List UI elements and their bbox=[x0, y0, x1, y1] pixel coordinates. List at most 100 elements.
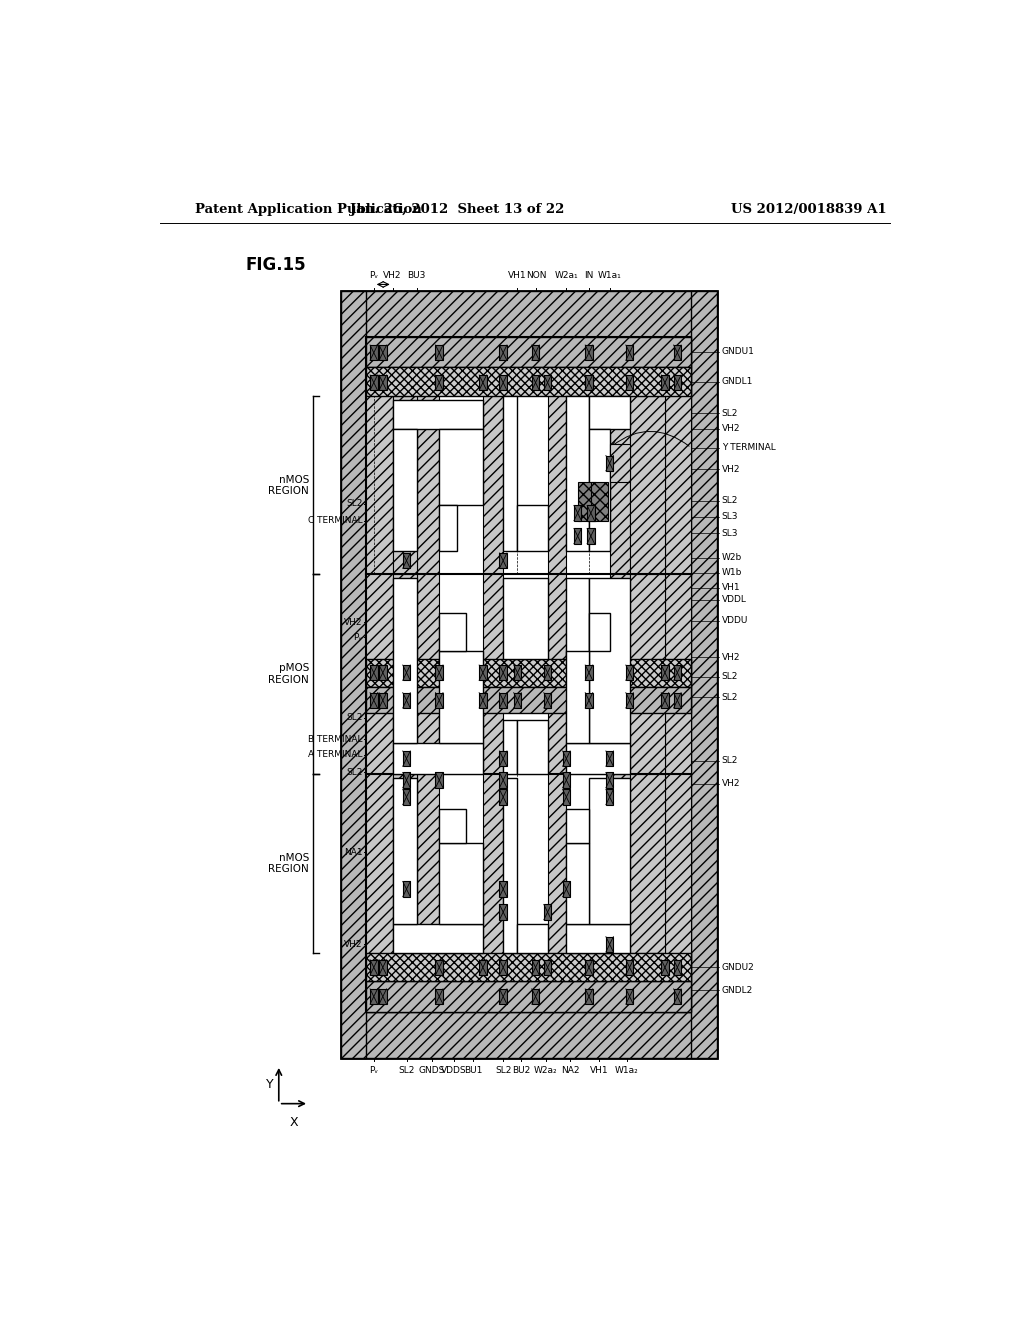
Text: Y TERMINAL: Y TERMINAL bbox=[722, 444, 775, 453]
Bar bbox=[585, 375, 593, 391]
Text: W1a₂: W1a₂ bbox=[614, 1067, 638, 1074]
Bar bbox=[573, 528, 582, 544]
Bar bbox=[341, 290, 717, 337]
Bar bbox=[435, 960, 443, 975]
Text: NA2: NA2 bbox=[561, 1067, 580, 1074]
Text: VDDL: VDDL bbox=[722, 595, 746, 605]
Bar bbox=[341, 1012, 717, 1057]
Bar bbox=[662, 960, 669, 975]
Bar bbox=[585, 665, 593, 680]
Bar bbox=[587, 528, 595, 544]
Text: GNDL2: GNDL2 bbox=[722, 986, 753, 995]
Bar bbox=[578, 482, 596, 521]
Bar bbox=[626, 345, 633, 360]
Bar bbox=[402, 553, 411, 569]
Text: GNDU1: GNDU1 bbox=[722, 347, 755, 356]
Bar bbox=[544, 665, 551, 680]
Bar bbox=[517, 924, 548, 953]
Bar bbox=[531, 375, 540, 391]
Text: W2b: W2b bbox=[722, 553, 741, 562]
Text: SL2: SL2 bbox=[398, 1067, 415, 1074]
Bar bbox=[626, 960, 633, 975]
Text: VH2: VH2 bbox=[722, 424, 740, 433]
Bar bbox=[630, 774, 665, 953]
Text: Pᵥ: Pᵥ bbox=[506, 635, 515, 644]
Bar bbox=[392, 924, 483, 953]
Text: SL2: SL2 bbox=[346, 714, 362, 722]
Bar bbox=[606, 751, 613, 767]
Bar bbox=[674, 989, 681, 1005]
Bar bbox=[566, 809, 589, 843]
Text: Jan. 26, 2012  Sheet 13 of 22: Jan. 26, 2012 Sheet 13 of 22 bbox=[350, 203, 564, 215]
Text: Pᵥ: Pᵥ bbox=[506, 430, 515, 440]
Bar bbox=[630, 574, 665, 774]
Bar bbox=[500, 960, 507, 975]
Text: Pᵥ: Pᵥ bbox=[370, 272, 378, 280]
Bar bbox=[367, 337, 691, 367]
Bar bbox=[566, 396, 589, 552]
Bar bbox=[606, 455, 613, 471]
Bar bbox=[479, 665, 486, 680]
Bar bbox=[562, 882, 570, 896]
Bar bbox=[674, 665, 681, 680]
Bar bbox=[514, 693, 521, 708]
Bar bbox=[606, 772, 613, 788]
Bar bbox=[370, 665, 378, 680]
Bar bbox=[435, 375, 443, 391]
Bar bbox=[665, 337, 691, 1012]
Text: VDDU: VDDU bbox=[722, 616, 748, 624]
Bar bbox=[392, 743, 483, 774]
Bar bbox=[500, 789, 507, 805]
Bar bbox=[439, 651, 483, 743]
Bar bbox=[589, 429, 609, 552]
Bar bbox=[402, 693, 411, 708]
Bar bbox=[392, 396, 417, 574]
Bar bbox=[626, 375, 633, 391]
Bar bbox=[566, 924, 630, 953]
Text: GNDS: GNDS bbox=[419, 1067, 445, 1074]
Bar bbox=[479, 693, 486, 708]
Bar bbox=[531, 960, 540, 975]
Text: SL2: SL2 bbox=[722, 496, 738, 506]
Bar bbox=[500, 665, 507, 680]
Bar bbox=[392, 578, 417, 743]
Bar bbox=[626, 989, 633, 1005]
Bar bbox=[500, 989, 507, 1005]
Bar bbox=[591, 482, 608, 521]
Bar bbox=[562, 772, 570, 788]
Text: NA1: NA1 bbox=[344, 847, 362, 857]
Bar bbox=[589, 612, 609, 651]
Bar bbox=[626, 665, 633, 680]
Bar bbox=[503, 777, 517, 953]
Bar bbox=[500, 882, 507, 896]
Bar bbox=[674, 693, 681, 708]
Bar bbox=[379, 665, 387, 680]
Bar bbox=[573, 506, 582, 521]
Text: BU3: BU3 bbox=[408, 272, 426, 280]
Text: SL3: SL3 bbox=[722, 528, 738, 537]
Bar bbox=[341, 290, 367, 1057]
Bar bbox=[566, 578, 589, 659]
Text: IN: IN bbox=[585, 272, 594, 280]
Bar bbox=[367, 659, 691, 686]
Bar bbox=[517, 506, 548, 552]
Text: SL2: SL2 bbox=[495, 1067, 511, 1074]
Text: GNDL1: GNDL1 bbox=[722, 378, 753, 387]
Bar bbox=[500, 751, 507, 767]
Bar bbox=[367, 337, 392, 1012]
Bar bbox=[379, 345, 387, 360]
Text: X: X bbox=[290, 1115, 298, 1129]
Bar bbox=[392, 429, 417, 552]
Text: W2a₁: W2a₁ bbox=[555, 272, 579, 280]
Bar bbox=[662, 693, 669, 708]
Bar bbox=[479, 960, 486, 975]
Bar bbox=[392, 774, 417, 953]
Bar bbox=[517, 721, 548, 774]
Text: nMOS
REGION: nMOS REGION bbox=[268, 475, 309, 496]
Bar bbox=[479, 375, 486, 391]
Text: VH2: VH2 bbox=[383, 272, 401, 280]
Bar bbox=[566, 843, 589, 924]
Bar bbox=[587, 506, 595, 521]
Text: W1b: W1b bbox=[722, 569, 742, 577]
Text: VH2: VH2 bbox=[344, 618, 362, 627]
